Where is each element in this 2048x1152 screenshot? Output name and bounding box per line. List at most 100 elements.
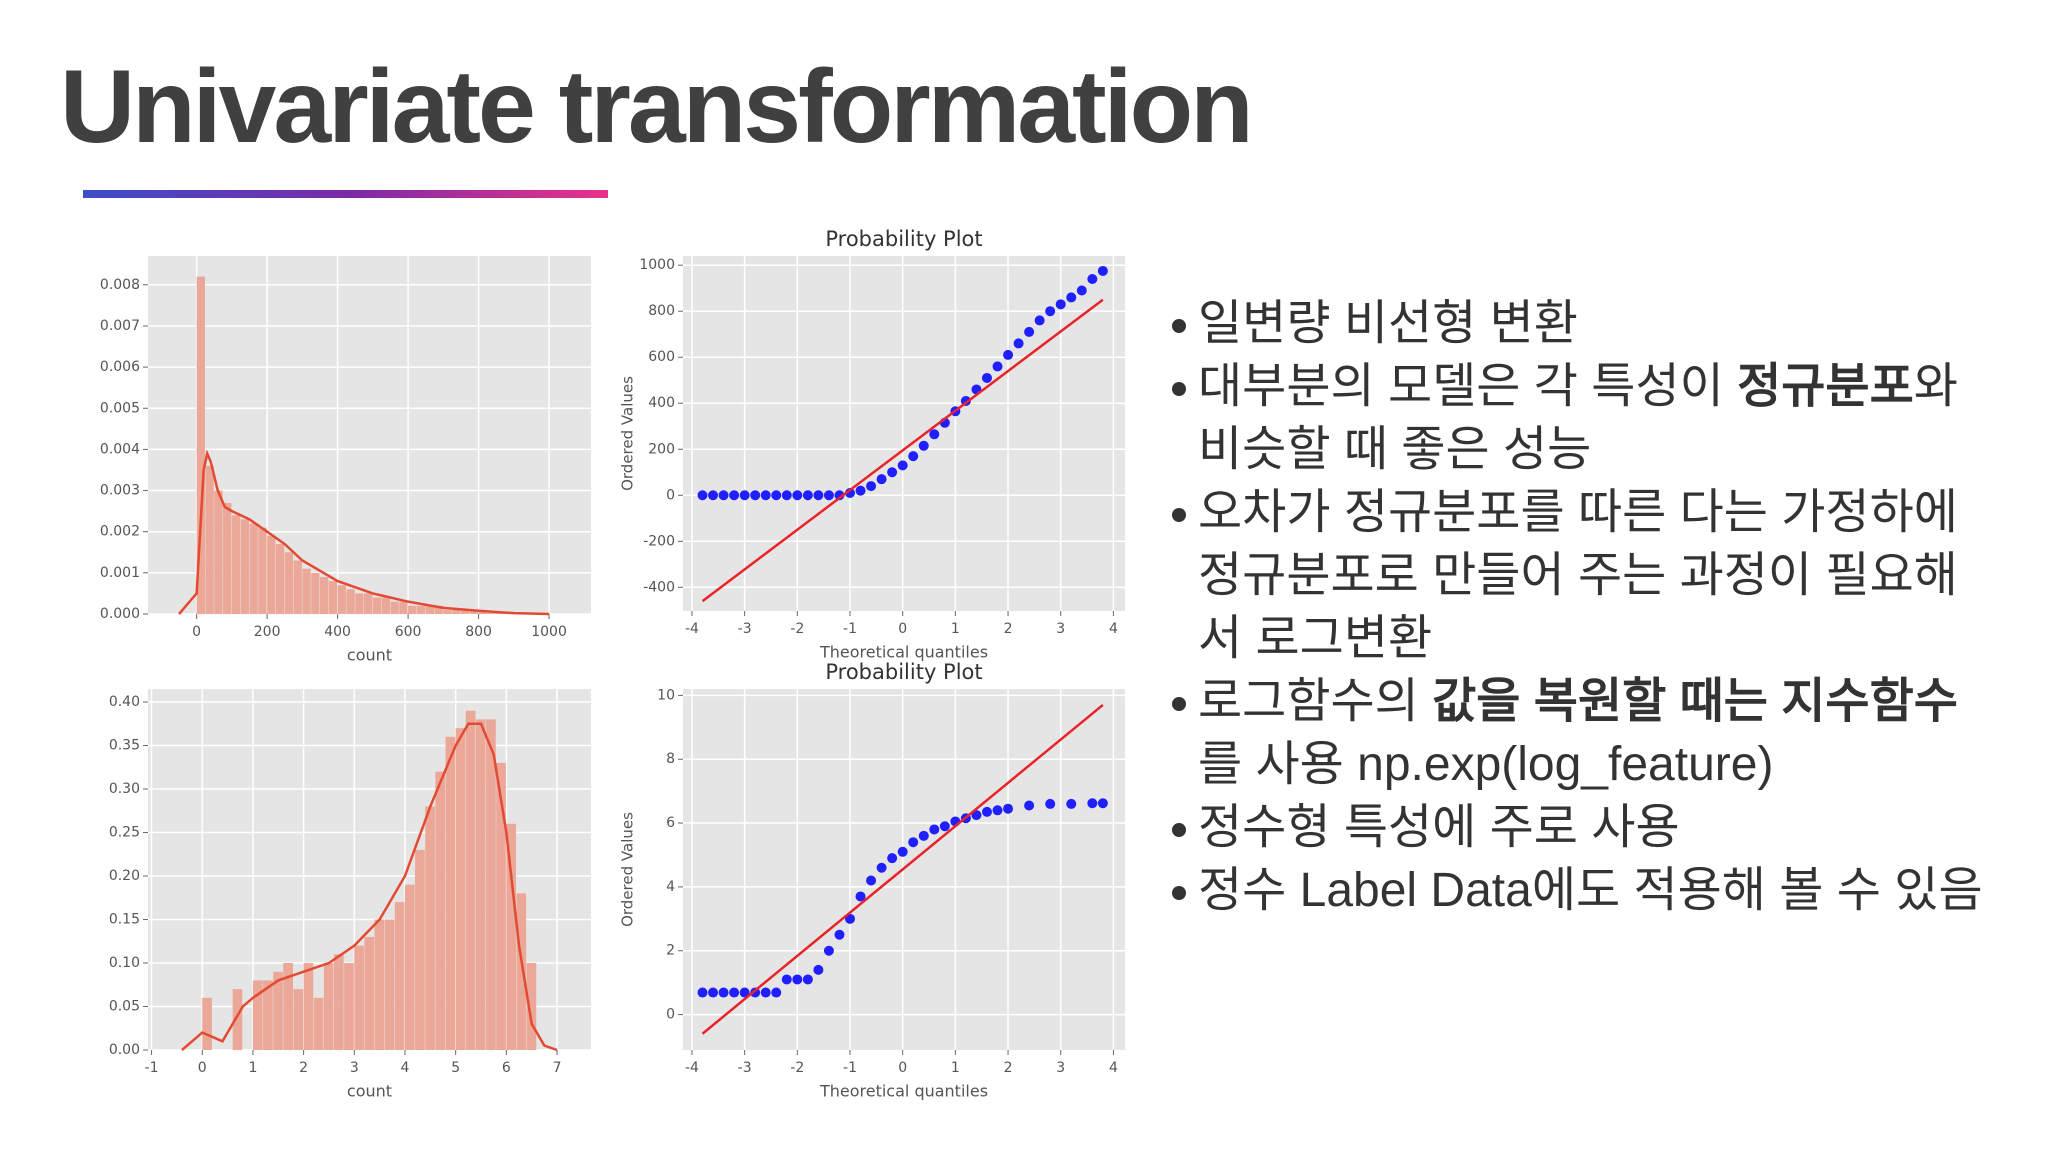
x-tick-label: -2 — [790, 621, 804, 637]
text: 를 사용 np.exp(log_feature) — [1198, 738, 1774, 791]
data-point — [697, 987, 708, 998]
x-tick-label: 2 — [299, 1060, 308, 1076]
histogram-bar — [460, 609, 470, 614]
x-tick-label: 4 — [1109, 1060, 1118, 1076]
histogram-bar — [487, 611, 496, 614]
text: 정수 Label Data에도 적용해 볼 수 있음 — [1198, 864, 1983, 917]
histogram-bar — [293, 560, 302, 614]
y-tick-label: 0.20 — [109, 868, 140, 884]
x-tick-label: 2 — [1004, 621, 1013, 637]
histogram-bar — [303, 963, 314, 1050]
data-point — [918, 440, 929, 451]
data-point — [866, 875, 877, 886]
x-tick-label: -3 — [738, 621, 752, 637]
kde-line — [181, 722, 558, 1052]
data-point — [750, 490, 761, 501]
x-tick-label: 4 — [401, 1060, 410, 1076]
y-tick-label: 0 — [666, 1007, 675, 1023]
y-axis-label: Ordered Values — [619, 812, 637, 927]
data-point — [708, 490, 719, 501]
data-point — [760, 987, 771, 998]
y-tick-label: 10 — [657, 687, 675, 703]
data-point — [1045, 798, 1056, 809]
data-point — [929, 429, 940, 440]
histogram-bar — [434, 605, 443, 614]
histogram-bar — [249, 523, 258, 614]
data-point — [1024, 326, 1035, 337]
histogram-bar — [273, 971, 283, 1050]
histogram-bar — [214, 490, 223, 614]
histogram-bar — [196, 276, 205, 614]
x-tick-label: 4 — [1109, 621, 1118, 637]
chart-title: Probability Plot — [825, 660, 982, 684]
data-point — [1097, 265, 1108, 276]
bullet: 정수형 특성에 주로 사용 — [1172, 796, 2002, 859]
histogram-bar — [313, 997, 324, 1050]
histogram-bar — [319, 576, 329, 614]
bullet-dot — [1172, 697, 1186, 712]
y-tick-label: 0.05 — [109, 999, 140, 1015]
y-tick-label: 0.000 — [100, 606, 140, 622]
histogram-bar — [516, 893, 527, 1050]
x-tick-label: -1 — [843, 621, 857, 637]
title-underline — [83, 190, 608, 198]
histogram-bar — [275, 544, 285, 614]
data-point — [866, 481, 877, 492]
x-tick-label: -1 — [145, 1060, 159, 1076]
data-point — [729, 987, 740, 998]
histogram-bar — [323, 963, 334, 1050]
x-tick-label: 3 — [1056, 1060, 1065, 1076]
histogram-bar — [355, 593, 364, 614]
histogram-bar — [364, 593, 373, 614]
data-point — [1013, 338, 1024, 349]
y-tick-label: -400 — [643, 579, 675, 595]
x-tick-label: 1000 — [531, 624, 567, 640]
y-tick-label: 0.10 — [109, 955, 140, 971]
y-tick-label: -200 — [643, 533, 675, 549]
x-tick-label: -4 — [685, 1060, 699, 1076]
text: 로그함수의 — [1198, 675, 1433, 728]
histogram-bar — [372, 597, 382, 614]
data-point — [897, 460, 908, 471]
kde-line — [178, 449, 550, 616]
histogram-bar — [452, 609, 461, 614]
histogram-bar — [311, 572, 320, 614]
data-point — [1087, 798, 1098, 809]
histogram-bar — [416, 605, 426, 614]
bullet-dot — [1172, 886, 1186, 901]
bold-text: 값을 복원할 때는 지수함수 — [1432, 675, 1958, 728]
y-tick-label: 1000 — [639, 257, 675, 273]
y-tick-label: 0.30 — [109, 781, 140, 797]
text: 대부분의 모델은 각 특성이 — [1198, 360, 1738, 413]
data-point — [834, 490, 845, 501]
bullet: 대부분의 모델은 각 특성이 정규분포와 비슷할 때 좋은 성능 — [1172, 355, 2002, 481]
bullet: 오차가 정규분포를 따른 다는 가정하에 정규분포로 만들어 주는 과정이 필요… — [1172, 481, 2002, 670]
histogram-bar — [465, 710, 476, 1050]
data-point — [908, 451, 919, 462]
x-tick-label: 0 — [898, 1060, 907, 1076]
data-point — [1034, 315, 1045, 326]
x-tick-label: 5 — [451, 1060, 460, 1076]
x-tick-label: 800 — [465, 624, 492, 640]
data-point — [718, 987, 729, 998]
y-axis-label: Ordered Values — [619, 376, 637, 491]
histogram-bar — [415, 849, 425, 1050]
histogram-bar — [337, 585, 346, 614]
text: 정수형 특성에 주로 사용 — [1198, 801, 1680, 854]
data-point — [1087, 274, 1098, 285]
data-point — [1076, 285, 1087, 296]
y-tick-label: 0.00 — [109, 1042, 140, 1058]
bullet: 정수 Label Data에도 적용해 볼 수 있음 — [1172, 859, 2002, 922]
x-axis-label: count — [347, 1082, 392, 1101]
histogram-bar — [328, 581, 338, 614]
x-tick-label: 1 — [248, 1060, 257, 1076]
x-tick-label: 400 — [324, 624, 351, 640]
histogram-bar — [232, 989, 243, 1050]
data-point — [992, 361, 1003, 372]
data-point — [1003, 349, 1014, 360]
x-tick-label: 2 — [1004, 1060, 1013, 1076]
histogram-bar — [404, 884, 415, 1050]
data-point — [855, 891, 866, 902]
histogram-bar — [381, 597, 390, 614]
histogram-bar — [263, 980, 273, 1050]
